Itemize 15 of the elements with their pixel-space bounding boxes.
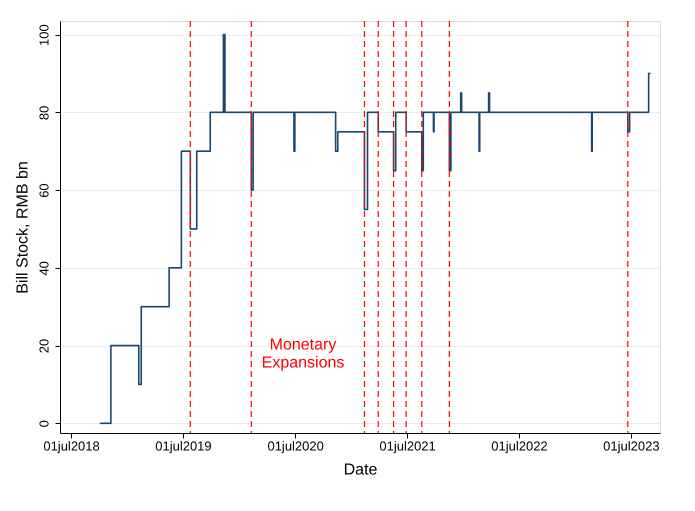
x-tick-label: 01jul2023 — [603, 438, 660, 454]
y-axis-title: Bill Stock, RMB bn — [14, 161, 32, 294]
x-tick-label: 01jul2019 — [155, 438, 212, 454]
y-tick-label: 100 — [36, 24, 52, 46]
x-axis-title: Date — [344, 462, 378, 478]
y-tick-label: 40 — [36, 261, 52, 276]
annotation: Monetary Expansions — [262, 336, 344, 372]
x-tick-label: 01jul2022 — [491, 438, 548, 454]
x-tick-label: 01jul2018 — [43, 438, 100, 454]
x-tick-label: 01jul2021 — [379, 438, 436, 454]
y-tick-label: 80 — [36, 106, 52, 120]
y-tick-label: 20 — [36, 338, 52, 354]
x-tick-label: 01jul2020 — [267, 438, 324, 454]
y-tick-label: 60 — [36, 183, 52, 198]
y-tick-label: 0 — [36, 420, 52, 428]
